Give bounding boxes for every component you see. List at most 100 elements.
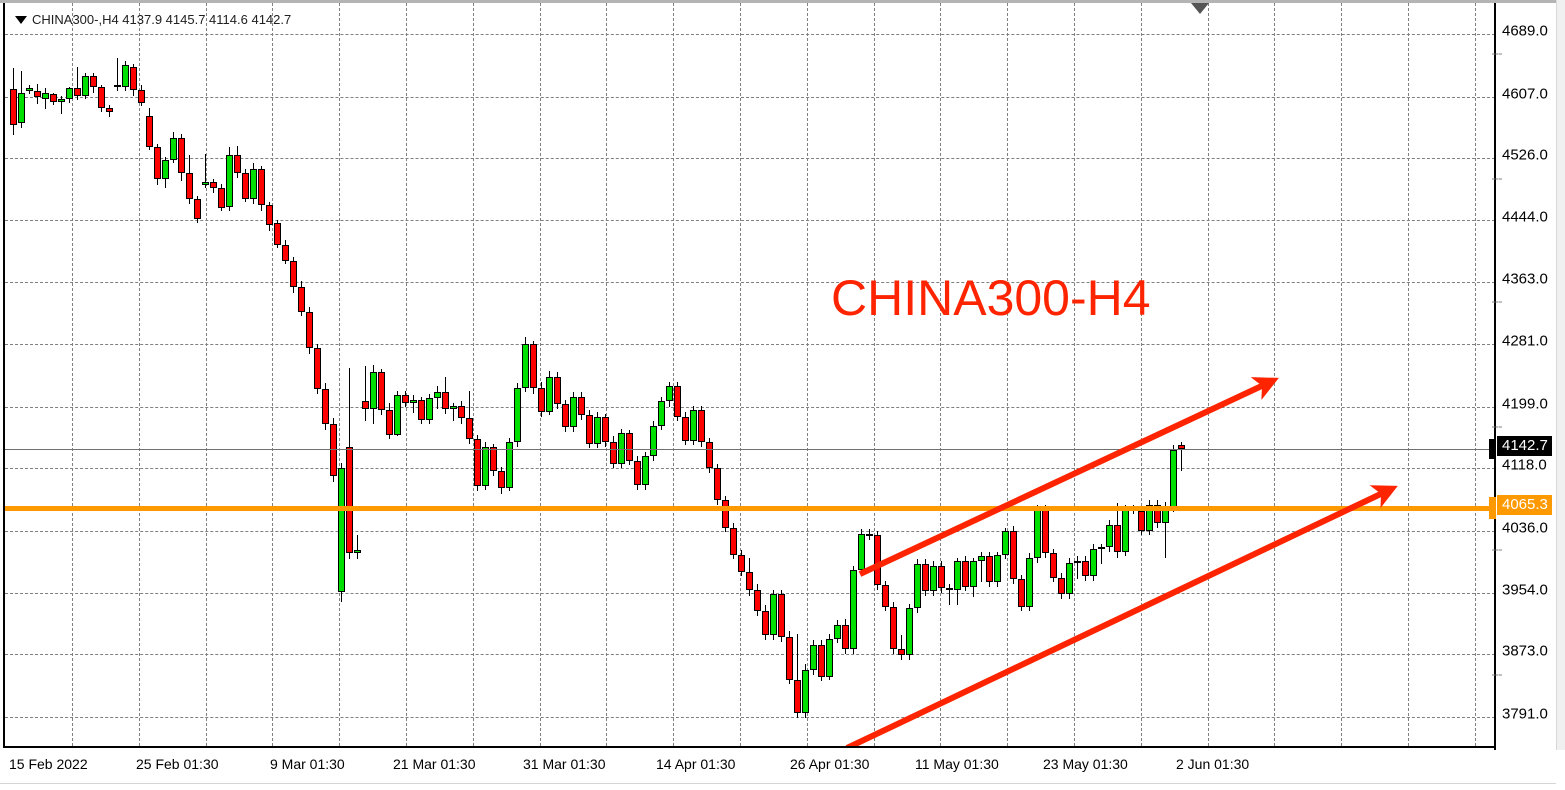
price-axis-tick xyxy=(1492,301,1502,303)
candle-body-bearish xyxy=(290,261,297,288)
gridline-horizontal xyxy=(5,96,1495,98)
candle-wick xyxy=(413,395,414,414)
candle-body-bullish xyxy=(410,399,417,403)
candle-wick xyxy=(949,583,950,606)
chart-plot-area[interactable]: CHINA300-H4 CHINA300-,H4 4137.9 4145.7 4… xyxy=(3,3,1495,748)
last-price-axis-tab xyxy=(1489,439,1496,460)
gridline-vertical xyxy=(272,3,273,746)
gridline-vertical xyxy=(740,3,741,746)
price-axis-label: 3873.0 xyxy=(1502,642,1548,660)
candle-body-bullish xyxy=(666,386,673,402)
price-axis-tick xyxy=(1492,549,1502,551)
candle-body-bullish xyxy=(370,372,377,409)
candle-body-bearish xyxy=(34,91,41,98)
candle-wick xyxy=(77,66,78,101)
candle-body-bearish xyxy=(946,588,953,591)
candle-body-bullish xyxy=(434,392,441,399)
time-axis[interactable]: 15 Feb 2022 25 Feb 01:30 9 Mar 01:30 21 Mar… xyxy=(0,750,1565,790)
candle-body-bearish xyxy=(986,556,993,583)
support-level-line[interactable] xyxy=(5,506,1495,512)
candle-body-bearish xyxy=(882,585,889,607)
candle-body-bullish xyxy=(1074,560,1081,563)
candle-body-bullish xyxy=(1098,547,1105,550)
candle-body-bullish xyxy=(170,138,177,160)
candle-body-bullish xyxy=(250,168,257,200)
candle-body-bearish xyxy=(314,348,321,390)
candle-body-bullish xyxy=(1106,524,1113,548)
upper-trend-arrow xyxy=(858,377,1279,577)
candle-wick xyxy=(797,633,798,718)
candle-body-bullish xyxy=(1066,562,1073,595)
candle-body-bearish xyxy=(610,442,617,464)
candle-body-bearish xyxy=(698,410,705,443)
candle-body-bearish xyxy=(818,644,825,677)
candle-body-bearish xyxy=(210,182,217,189)
candle-body-bearish xyxy=(962,560,969,587)
candle-body-bearish xyxy=(178,138,185,174)
candle-body-bearish xyxy=(890,606,897,650)
candle-body-bullish xyxy=(1002,530,1009,555)
candle-body-bullish xyxy=(522,343,529,388)
candle-body-bullish xyxy=(618,433,625,464)
last-price-badge: 4142.7 xyxy=(1497,436,1552,457)
right-scroll-strip[interactable] xyxy=(1556,0,1565,790)
candle-body-bullish xyxy=(482,446,489,487)
candle-body-bearish xyxy=(778,594,785,637)
candle-body-bearish xyxy=(50,94,57,102)
candle-body-bearish xyxy=(634,460,641,485)
price-axis-label: 4526.0 xyxy=(1492,147,1548,303)
candle-body-bearish xyxy=(266,205,273,225)
candle-body-bearish xyxy=(786,637,793,680)
price-axis-tick xyxy=(1492,178,1502,180)
gridline-vertical xyxy=(1408,3,1409,746)
candle-body-bearish xyxy=(274,223,281,245)
candle-body-bearish xyxy=(794,679,801,714)
price-axis[interactable]: 4689.0 4607.0 4526.0 4444.0 4363.0 4281.0 4199… xyxy=(1492,0,1557,790)
time-axis-label: 2 Jun 01:30 xyxy=(1176,756,1250,772)
candle-body-bearish xyxy=(114,85,121,88)
candle-wick xyxy=(1077,556,1078,580)
candle-body-bearish xyxy=(10,88,17,125)
candle-wick xyxy=(205,153,206,189)
candle-body-bearish xyxy=(898,649,905,656)
candle-wick xyxy=(469,390,470,444)
triangle-down-icon[interactable] xyxy=(15,15,27,24)
gridline-horizontal xyxy=(5,281,1495,283)
candle-body-bullish xyxy=(858,533,865,571)
candle-body-bearish xyxy=(746,571,753,590)
candle-body-bullish xyxy=(58,98,65,102)
gridline-vertical xyxy=(206,3,207,746)
candle-body-bearish xyxy=(1058,577,1065,595)
candle-body-bearish xyxy=(90,75,97,87)
candle-body-bearish xyxy=(730,527,737,555)
price-axis-label: 4689.0 xyxy=(1492,23,1548,55)
price-axis-label: 3791.0 xyxy=(1502,705,1548,723)
candle-body-bearish xyxy=(722,500,729,528)
candle-body-bearish xyxy=(1042,509,1049,554)
candle-body-bearish xyxy=(466,418,473,440)
level-price-badge: 4065.3 xyxy=(1497,495,1552,516)
price-axis-label: 3954.0 xyxy=(1502,581,1548,599)
price-axis-label: 4444.0 xyxy=(1492,209,1548,428)
gridline-vertical xyxy=(673,3,674,746)
candle-body-bearish xyxy=(754,589,761,612)
candle-body-bullish xyxy=(930,565,937,592)
candle-body-bullish xyxy=(954,560,961,590)
candle-body-bullish xyxy=(1122,509,1129,552)
candle-wick xyxy=(357,535,358,560)
candle-body-bearish xyxy=(1082,560,1089,577)
price-axis-tick xyxy=(1492,426,1502,428)
candle-body-bullish xyxy=(570,396,577,428)
candle-body-bearish xyxy=(586,415,593,444)
time-axis-label: 31 Mar 01:30 xyxy=(523,756,606,772)
candle-body-bullish xyxy=(690,410,697,441)
time-axis-label: 26 Apr 01:30 xyxy=(790,756,870,772)
candle-body-bearish xyxy=(402,395,409,403)
candle-body-bullish xyxy=(18,92,25,124)
candle-body-bearish xyxy=(322,389,329,425)
candle-wick xyxy=(453,402,454,422)
candle-body-bearish xyxy=(234,155,241,174)
candle-body-bearish xyxy=(378,372,385,411)
candle-body-bullish xyxy=(226,155,233,207)
candle-body-bullish xyxy=(826,638,833,677)
